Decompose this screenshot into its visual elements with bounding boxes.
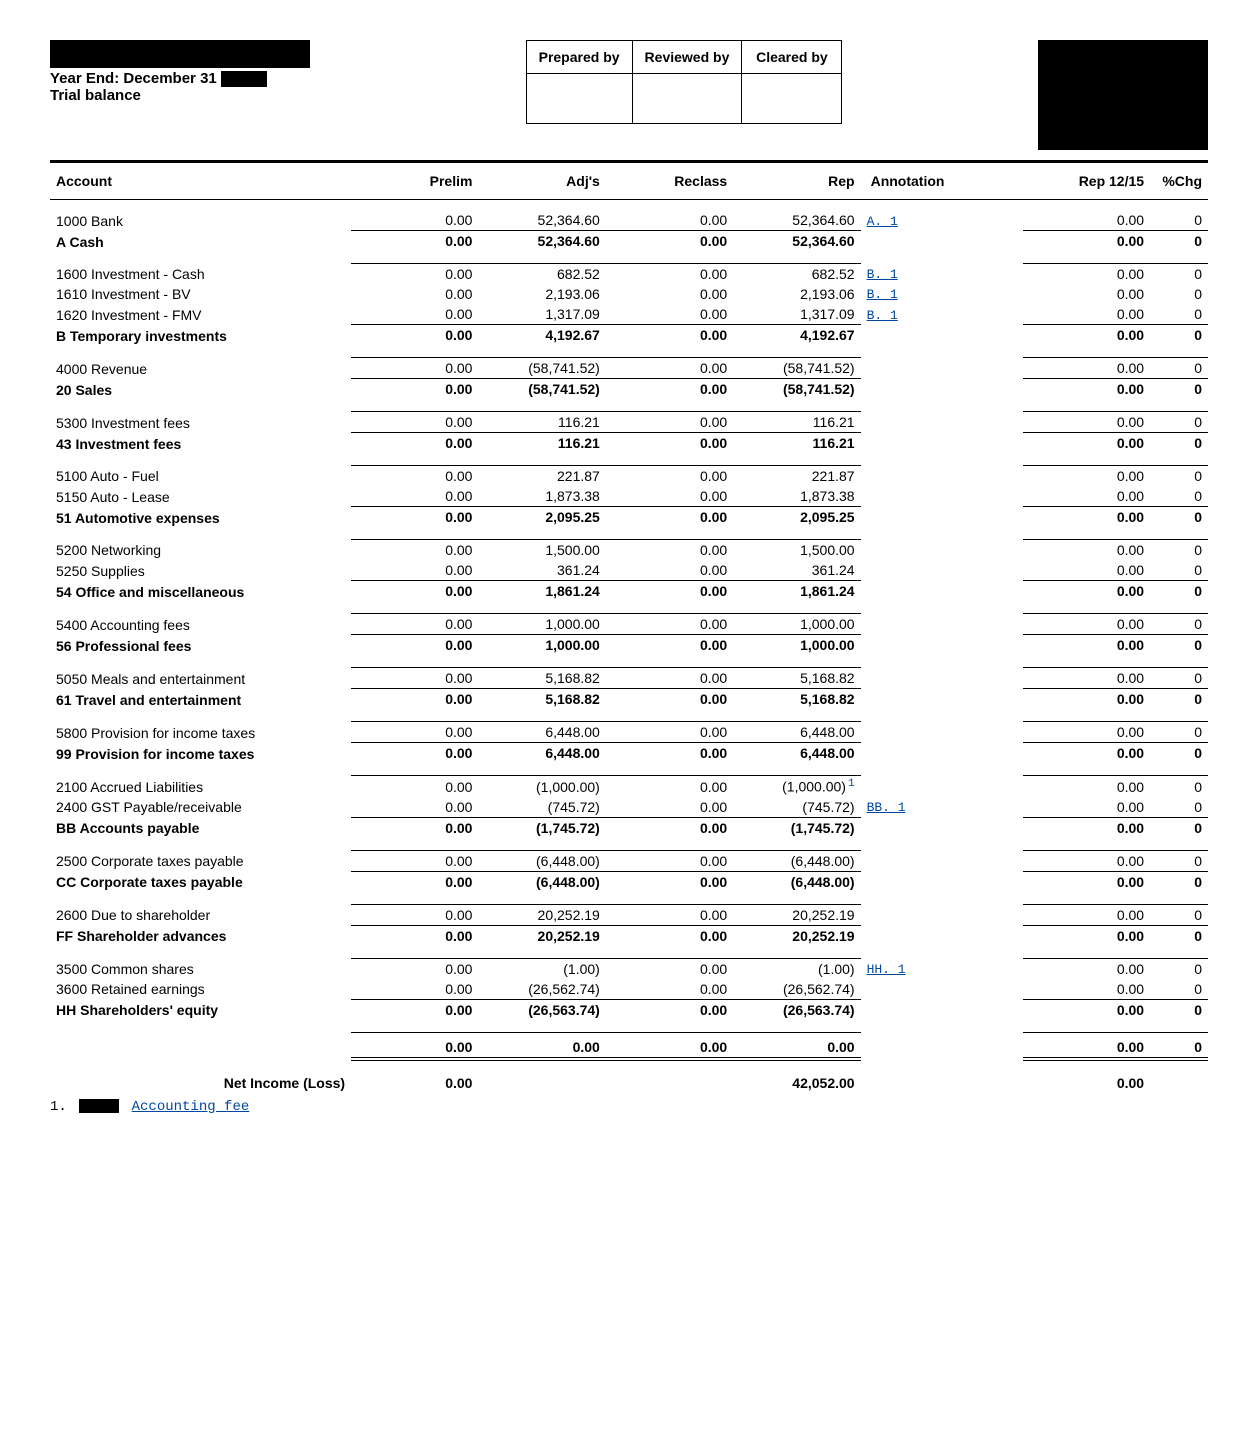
col-adjs: Adj's <box>478 169 605 195</box>
report-title: Trial balance <box>50 87 310 104</box>
subtotal-row: BB Accounts payable0.00(1,745.72)0.00(1,… <box>50 817 1208 850</box>
annotation-link[interactable]: B. 1 <box>867 287 898 302</box>
redacted-company <box>50 40 310 68</box>
subtotal-row: 20 Sales0.00(58,741.52)0.00(58,741.52)0.… <box>50 379 1208 412</box>
trial-balance-table: Account Prelim Adj's Reclass Rep Annotat… <box>50 169 1208 1093</box>
annotation-link[interactable]: BB. 1 <box>867 800 906 815</box>
redacted-year <box>221 71 267 87</box>
table-row: 5100 Auto - Fuel0.00221.870.00221.870.00… <box>50 466 1208 487</box>
signoff-reviewed-cell <box>632 74 742 124</box>
signoff-prepared-cell <box>526 74 632 124</box>
col-rep: Rep <box>733 169 860 195</box>
table-row: 1600 Investment - Cash0.00682.520.00682.… <box>50 264 1208 285</box>
table-row: 4000 Revenue0.00(58,741.52)0.00(58,741.5… <box>50 358 1208 379</box>
subtotal-row: 51 Automotive expenses0.002,095.250.002,… <box>50 507 1208 540</box>
rule-top <box>50 160 1208 163</box>
redacted-footnote <box>79 1099 119 1113</box>
redacted-logo <box>1038 40 1208 150</box>
col-pchg: %Chg <box>1150 169 1208 195</box>
signoff-reviewed-header: Reviewed by <box>632 41 742 74</box>
header-left: Year End: December 31 Trial balance <box>50 40 310 104</box>
subtotal-row: 56 Professional fees0.001,000.000.001,00… <box>50 635 1208 668</box>
subtotal-row: 54 Office and miscellaneous0.001,861.240… <box>50 581 1208 614</box>
table-row: 5200 Networking0.001,500.000.001,500.000… <box>50 540 1208 561</box>
footnote-link[interactable]: Accounting fee <box>132 1099 250 1115</box>
footnote: 1. Accounting fee <box>50 1099 1208 1115</box>
table-row: 5300 Investment fees0.00116.210.00116.21… <box>50 412 1208 433</box>
grand-total-row: 0.000.000.000.000.000 <box>50 1032 1208 1059</box>
table-row: 5250 Supplies0.00361.240.00361.240.000 <box>50 560 1208 581</box>
signoff-cleared-header: Cleared by <box>742 41 842 74</box>
table-row: 5800 Provision for income taxes0.006,448… <box>50 722 1208 743</box>
subtotal-row: CC Corporate taxes payable0.00(6,448.00)… <box>50 871 1208 904</box>
table-row: 3500 Common shares0.00(1.00)0.00(1.00)HH… <box>50 958 1208 979</box>
subtotal-row: B Temporary investments0.004,192.670.004… <box>50 325 1208 358</box>
subtotal-row: HH Shareholders' equity0.00(26,563.74)0.… <box>50 999 1208 1032</box>
subtotal-row: 61 Travel and entertainment0.005,168.820… <box>50 689 1208 722</box>
table-row: 3600 Retained earnings0.00(26,562.74)0.0… <box>50 979 1208 1000</box>
net-income-row: Net Income (Loss)0.0042,052.000.00 <box>50 1059 1208 1093</box>
footnote-num: 1. <box>50 1099 67 1115</box>
subtotal-row: 99 Provision for income taxes0.006,448.0… <box>50 743 1208 776</box>
table-row: 5050 Meals and entertainment0.005,168.82… <box>50 668 1208 689</box>
col-rep1215: Rep 12/15 <box>1023 169 1150 195</box>
table-row: 5150 Auto - Lease0.001,873.380.001,873.3… <box>50 486 1208 507</box>
table-row: 2600 Due to shareholder0.0020,252.190.00… <box>50 904 1208 925</box>
table-row: 5400 Accounting fees0.001,000.000.001,00… <box>50 614 1208 635</box>
table-row: 1000 Bank0.0052,364.600.0052,364.60A. 10… <box>50 210 1208 231</box>
signoff-cleared-cell <box>742 74 842 124</box>
col-reclass: Reclass <box>606 169 733 195</box>
subtotal-row: A Cash0.0052,364.600.0052,364.600.000 <box>50 231 1208 264</box>
annotation-link[interactable]: B. 1 <box>867 308 898 323</box>
col-annotation: Annotation <box>861 169 977 195</box>
annotation-link[interactable]: HH. 1 <box>867 962 906 977</box>
col-prelim: Prelim <box>351 169 478 195</box>
col-account: Account <box>50 169 351 195</box>
column-headers: Account Prelim Adj's Reclass Rep Annotat… <box>50 169 1208 195</box>
table-row: 2400 GST Payable/receivable0.00(745.72)0… <box>50 797 1208 818</box>
page-header: Year End: December 31 Trial balance Prep… <box>50 40 1208 150</box>
table-row: 1610 Investment - BV0.002,193.060.002,19… <box>50 284 1208 304</box>
signoff-prepared-header: Prepared by <box>526 41 632 74</box>
annotation-link[interactable]: A. 1 <box>867 214 898 229</box>
subtotal-row: FF Shareholder advances0.0020,252.190.00… <box>50 925 1208 958</box>
signoff-table: Prepared by Reviewed by Cleared by <box>526 40 843 124</box>
table-row: 2100 Accrued Liabilities0.00(1,000.00)0.… <box>50 776 1208 797</box>
table-row: 2500 Corporate taxes payable0.00(6,448.0… <box>50 850 1208 871</box>
subtotal-row: 43 Investment fees0.00116.210.00116.210.… <box>50 433 1208 466</box>
annotation-link[interactable]: B. 1 <box>867 267 898 282</box>
year-end-label: Year End: December 31 <box>50 70 217 87</box>
table-row: 1620 Investment - FMV0.001,317.090.001,3… <box>50 304 1208 325</box>
